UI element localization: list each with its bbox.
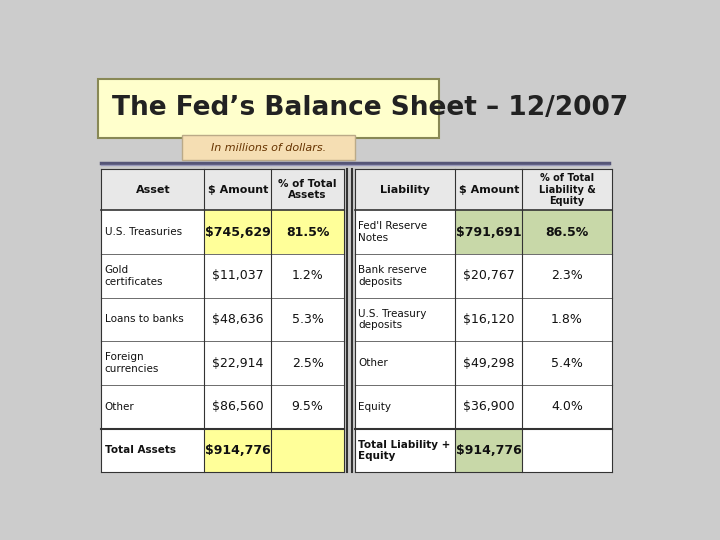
Bar <box>456 210 612 254</box>
Text: 1.2%: 1.2% <box>292 269 323 282</box>
Text: In millions of dollars.: In millions of dollars. <box>211 143 326 153</box>
Text: % of Total
Assets: % of Total Assets <box>279 179 337 200</box>
Bar <box>204 210 344 254</box>
Text: 86.5%: 86.5% <box>546 226 589 239</box>
Text: $36,900: $36,900 <box>463 400 515 413</box>
Bar <box>456 429 523 472</box>
FancyBboxPatch shape <box>182 136 355 160</box>
Text: $86,560: $86,560 <box>212 400 264 413</box>
Text: $11,037: $11,037 <box>212 269 264 282</box>
Text: $49,298: $49,298 <box>463 356 515 370</box>
Text: Bank reserve
deposits: Bank reserve deposits <box>359 265 427 287</box>
Text: Liability: Liability <box>380 185 431 194</box>
Text: Other: Other <box>104 402 134 412</box>
Text: Loans to banks: Loans to banks <box>104 314 184 325</box>
Text: 5.3%: 5.3% <box>292 313 323 326</box>
Text: % of Total
Liability &
Equity: % of Total Liability & Equity <box>539 173 595 206</box>
Text: Foreign
currencies: Foreign currencies <box>104 352 159 374</box>
Bar <box>204 429 344 472</box>
Bar <box>355 168 612 472</box>
Text: $ Amount: $ Amount <box>207 185 268 194</box>
Text: Total Liability +
Equity: Total Liability + Equity <box>359 440 451 461</box>
Text: 9.5%: 9.5% <box>292 400 323 413</box>
Text: $791,691: $791,691 <box>456 226 522 239</box>
Text: U.S. Treasuries: U.S. Treasuries <box>104 227 181 237</box>
Text: $16,120: $16,120 <box>463 313 515 326</box>
Text: Gold
certificates: Gold certificates <box>104 265 163 287</box>
Text: 5.4%: 5.4% <box>551 356 583 370</box>
Text: $20,767: $20,767 <box>463 269 515 282</box>
FancyBboxPatch shape <box>99 79 438 138</box>
Text: The Fed’s Balance Sheet – 12/2007: The Fed’s Balance Sheet – 12/2007 <box>112 96 629 122</box>
Bar <box>101 168 344 472</box>
Text: $745,629: $745,629 <box>205 226 271 239</box>
Text: $914,776: $914,776 <box>205 444 271 457</box>
Text: $914,776: $914,776 <box>456 444 522 457</box>
Text: 2.3%: 2.3% <box>552 269 583 282</box>
Bar <box>101 168 344 210</box>
Text: $ Amount: $ Amount <box>459 185 519 194</box>
Text: Total Assets: Total Assets <box>104 446 176 455</box>
Text: U.S. Treasury
deposits: U.S. Treasury deposits <box>359 309 427 330</box>
Bar <box>355 168 612 210</box>
Text: Asset: Asset <box>135 185 170 194</box>
Text: Fed'l Reserve
Notes: Fed'l Reserve Notes <box>359 221 428 243</box>
Text: 1.8%: 1.8% <box>551 313 583 326</box>
Text: $22,914: $22,914 <box>212 356 264 370</box>
Text: 81.5%: 81.5% <box>286 226 329 239</box>
Text: $48,636: $48,636 <box>212 313 264 326</box>
Text: 4.0%: 4.0% <box>551 400 583 413</box>
Text: Other: Other <box>359 358 388 368</box>
Text: Equity: Equity <box>359 402 392 412</box>
Text: 2.5%: 2.5% <box>292 356 323 370</box>
